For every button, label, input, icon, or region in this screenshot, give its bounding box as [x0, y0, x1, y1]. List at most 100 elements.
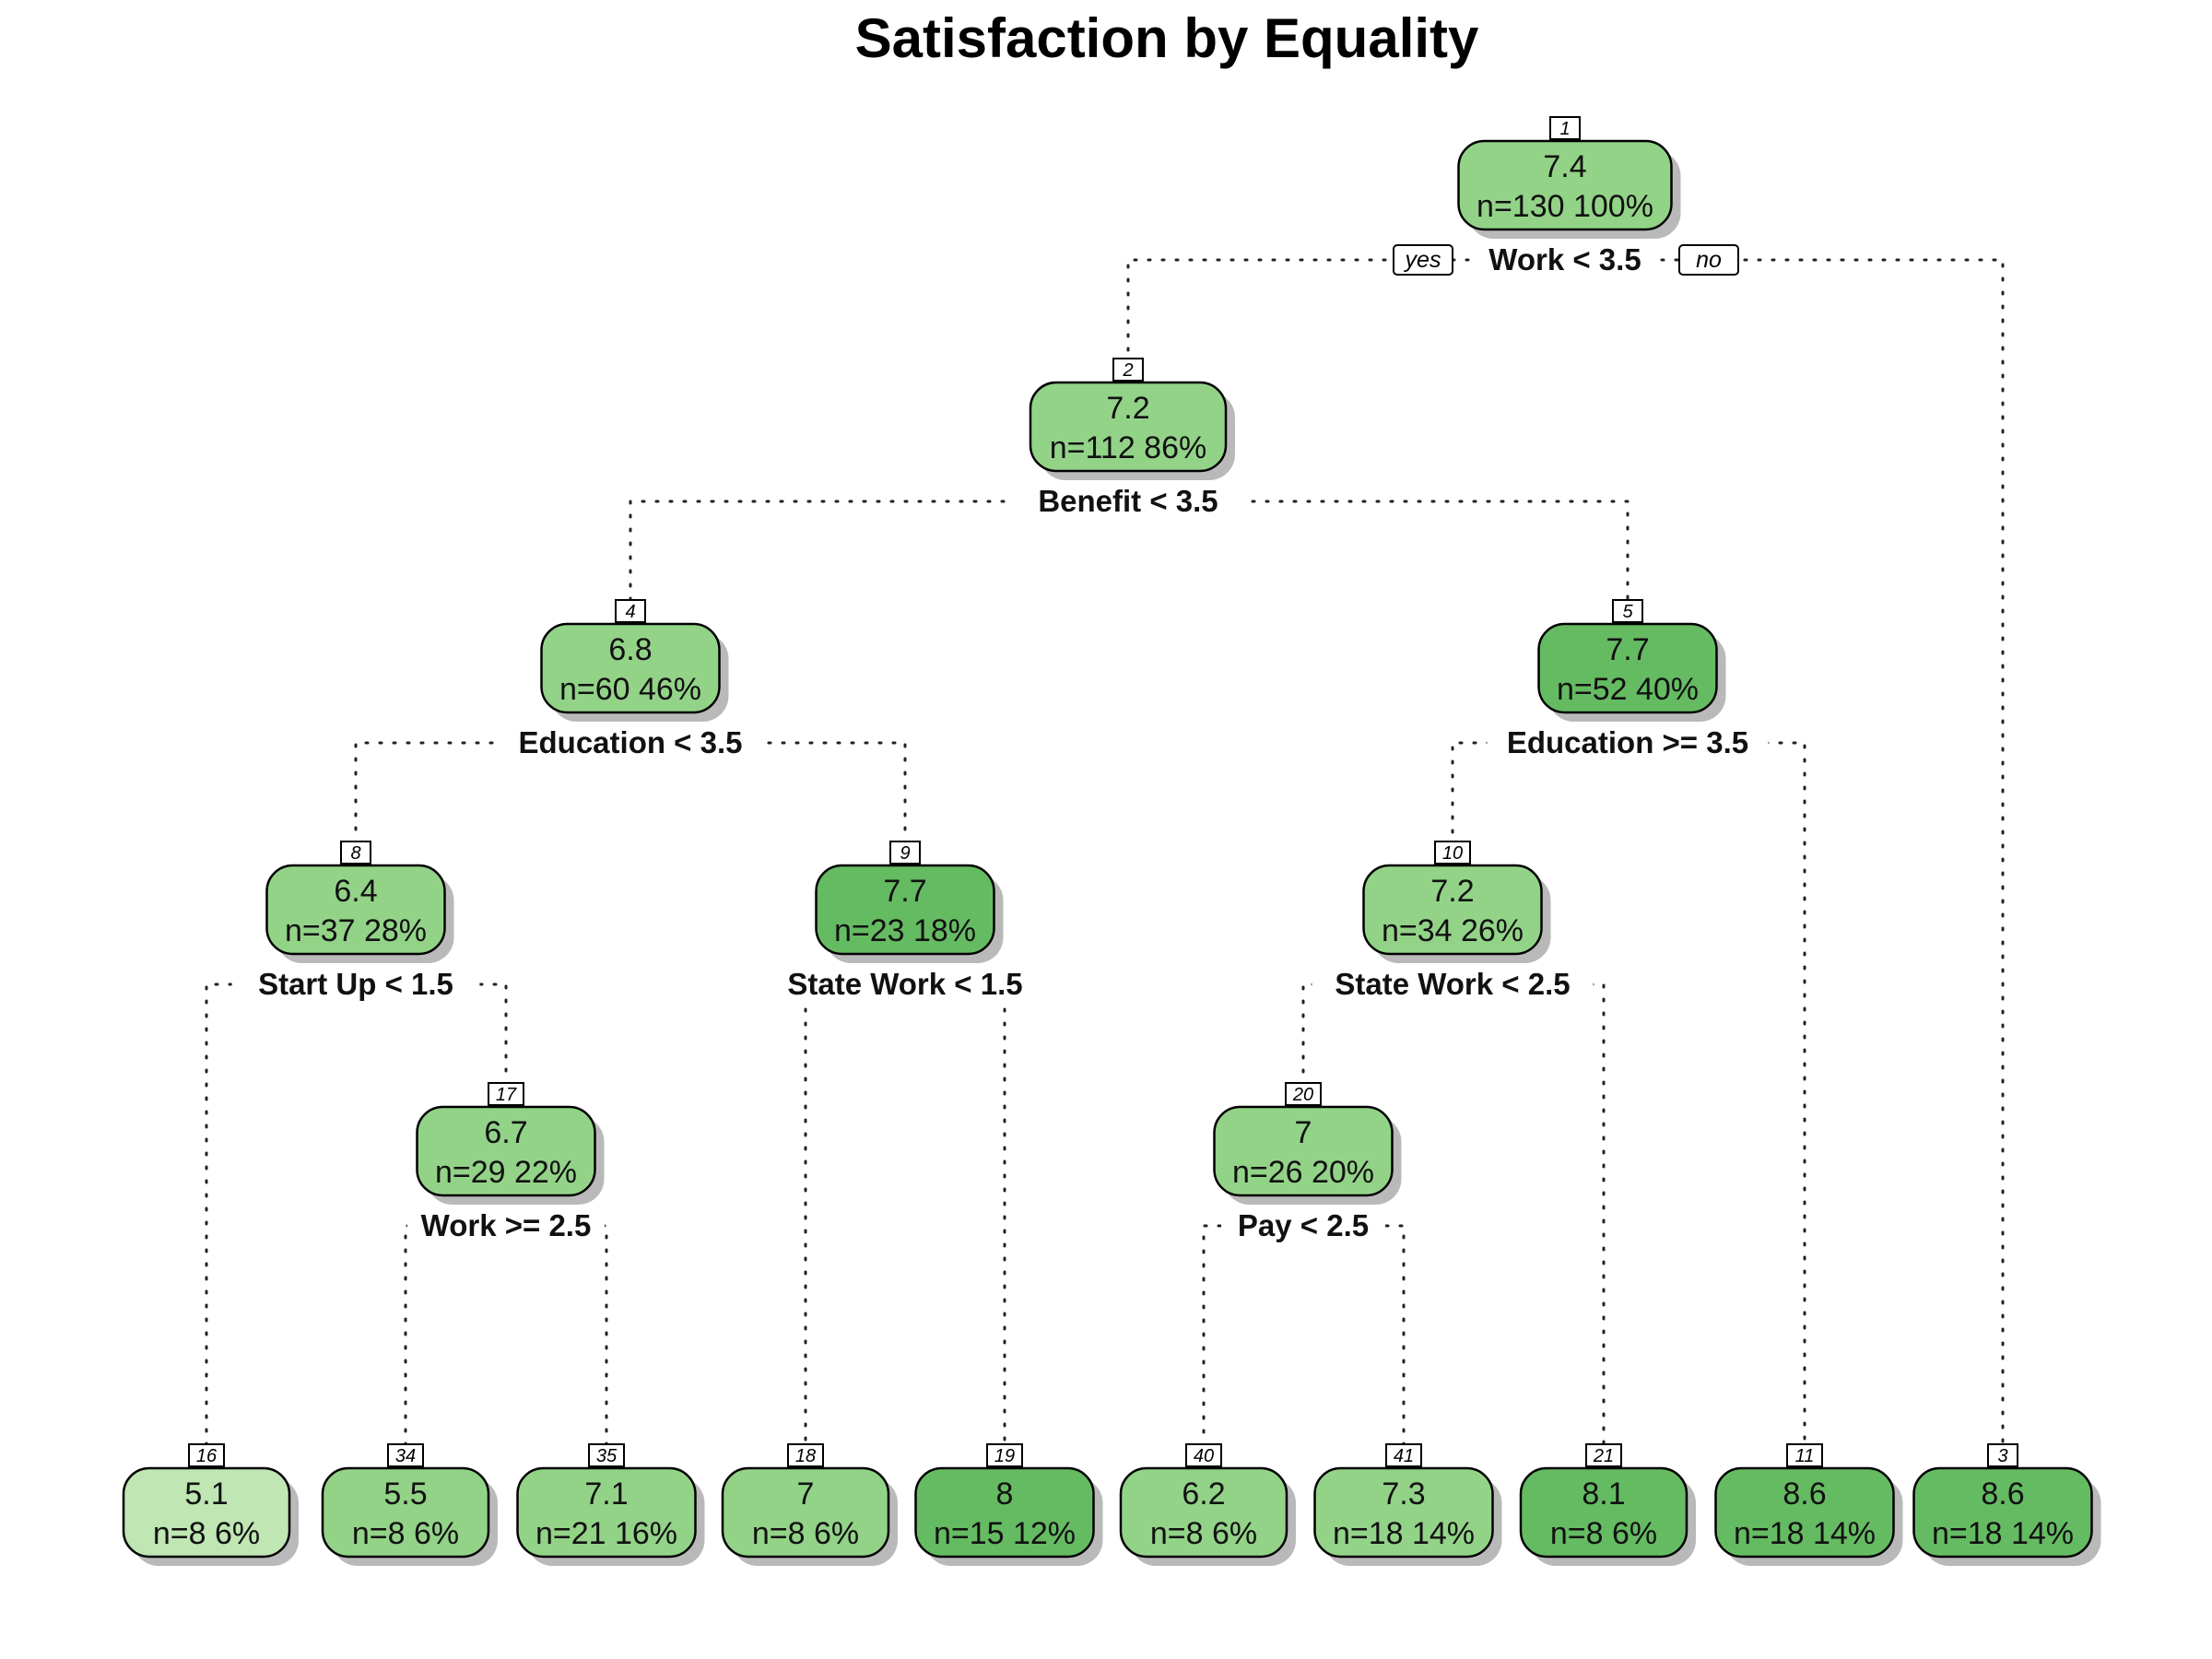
- node-value: 8.1: [1582, 1477, 1625, 1512]
- tree-node-2: 7.2 n=112 86% 2: [1029, 358, 1235, 480]
- node-stats: n=26 20%: [1232, 1155, 1374, 1190]
- node-stats: n=18 14%: [1333, 1516, 1475, 1551]
- edge-9-19: [903, 982, 1006, 1446]
- node-id: 4: [625, 602, 635, 622]
- node-id: 21: [1593, 1446, 1614, 1466]
- tree-node-3: 8.6 n=18 14% 3: [1912, 1443, 2101, 1566]
- tree-node-8: 6.4 n=37 28% 8: [265, 841, 454, 963]
- split-text: Pay < 2.5: [1238, 1208, 1369, 1242]
- node-stats: n=52 40%: [1557, 672, 1699, 707]
- node-stats: n=18 14%: [1734, 1516, 1876, 1551]
- split-label: Work >= 2.5: [406, 1206, 606, 1246]
- node-stats: n=8 6%: [1550, 1516, 1657, 1551]
- split-label: Work < 3.5: [1475, 240, 1655, 280]
- node-id: 34: [395, 1446, 416, 1466]
- tree-node-41: 7.3 n=18 14% 41: [1313, 1443, 1502, 1566]
- edge-17-35: [504, 1224, 608, 1446]
- edge-5-11: [1626, 741, 1806, 1446]
- split-label: Education < 3.5: [498, 723, 763, 763]
- branch-yes-label: yes: [1393, 244, 1453, 276]
- tree-node-21: 8.1 n=8 6% 21: [1519, 1443, 1696, 1566]
- edge-17-34: [404, 1224, 508, 1446]
- node-value: 7.1: [584, 1477, 628, 1512]
- split-label: State Work < 2.5: [1312, 964, 1594, 1005]
- node-id: 16: [196, 1446, 218, 1466]
- split-label: State Work < 1.5: [764, 964, 1046, 1005]
- node-id: 20: [1292, 1085, 1313, 1105]
- tree-node-34: 5.5 n=8 6% 34: [321, 1443, 498, 1566]
- split-text: Work >= 2.5: [421, 1208, 592, 1242]
- node-id: 5: [1622, 602, 1633, 622]
- node-id: 2: [1122, 360, 1133, 381]
- node-value: 7: [797, 1477, 815, 1512]
- node-id: 11: [1795, 1446, 1815, 1466]
- split-label: Benefit < 3.5: [1012, 481, 1244, 522]
- branch-no-label: no: [1678, 244, 1739, 276]
- tree-node-40: 6.2 n=8 6% 40: [1119, 1443, 1296, 1566]
- node-stats: n=60 46%: [559, 672, 701, 707]
- node-value: 8.6: [1981, 1477, 2024, 1512]
- tree-nodes: 7.4 n=130 100% 1 7.2 n=112 86% 2 6.8 n=60 46% 4 7…: [122, 116, 2101, 1566]
- node-stats: n=34 26%: [1382, 913, 1524, 948]
- node-id: 17: [496, 1085, 517, 1105]
- tree-node-9: 7.7 n=23 18% 9: [815, 841, 1004, 963]
- node-stats: n=21 16%: [535, 1516, 677, 1551]
- edge-8-16: [205, 982, 358, 1446]
- node-id: 1: [1559, 119, 1570, 139]
- svg-text:no: no: [1696, 247, 1722, 273]
- edge-9-18: [804, 982, 907, 1446]
- node-value: 8: [996, 1477, 1014, 1512]
- tree-node-18: 7 n=8 6% 18: [721, 1443, 898, 1566]
- node-stats: n=8 6%: [153, 1516, 260, 1551]
- split-text: Work < 3.5: [1488, 242, 1641, 276]
- edge-2-4: [629, 500, 1130, 602]
- split-text: Education < 3.5: [519, 725, 743, 759]
- split-text: State Work < 2.5: [1335, 967, 1570, 1001]
- node-value: 7.4: [1543, 149, 1586, 184]
- tree-node-10: 7.2 n=34 26% 10: [1362, 841, 1551, 963]
- node-id: 19: [994, 1446, 1015, 1466]
- chart-title: Satisfaction by Equality: [855, 7, 1479, 69]
- node-stats: n=29 22%: [435, 1155, 577, 1190]
- tree-node-16: 5.1 n=8 6% 16: [122, 1443, 299, 1566]
- node-value: 7: [1295, 1115, 1312, 1150]
- node-stats: n=8 6%: [352, 1516, 459, 1551]
- node-stats: n=18 14%: [1932, 1516, 2074, 1551]
- edge-20-40: [1202, 1224, 1305, 1446]
- split-label: Pay < 2.5: [1221, 1206, 1385, 1246]
- edge-20-41: [1301, 1224, 1406, 1446]
- node-id: 40: [1194, 1446, 1214, 1466]
- node-value: 6.8: [608, 632, 652, 667]
- split-text: Benefit < 3.5: [1038, 484, 1218, 518]
- node-value: 7.7: [1606, 632, 1649, 667]
- edge-2-5: [1126, 500, 1630, 602]
- tree-node-4: 6.8 n=60 46% 4: [540, 599, 729, 722]
- split-text: Education >= 3.5: [1507, 725, 1748, 759]
- tree-node-5: 7.7 n=52 40% 5: [1537, 599, 1726, 722]
- node-value: 6.7: [484, 1115, 527, 1150]
- edge-10-21: [1451, 982, 1606, 1446]
- node-value: 7.3: [1382, 1477, 1425, 1512]
- node-value: 7.2: [1430, 874, 1474, 909]
- node-id: 35: [596, 1446, 618, 1466]
- node-id: 8: [350, 843, 360, 864]
- split-label: Start Up < 1.5: [231, 964, 480, 1005]
- node-value: 5.1: [184, 1477, 228, 1512]
- tree-node-19: 8 n=15 12% 19: [914, 1443, 1103, 1566]
- tree-node-11: 8.6 n=18 14% 11: [1714, 1443, 1903, 1566]
- split-text: State Work < 1.5: [787, 967, 1022, 1001]
- tree-node-1: 7.4 n=130 100% 1: [1457, 116, 1681, 239]
- node-id: 9: [900, 843, 910, 864]
- node-value: 8.6: [1783, 1477, 1826, 1512]
- svg-text:yes: yes: [1404, 247, 1441, 273]
- tree-node-20: 7 n=26 20% 20: [1213, 1082, 1402, 1205]
- node-id: 3: [1997, 1446, 2007, 1466]
- split-label: Education >= 3.5: [1487, 723, 1769, 763]
- node-value: 7.2: [1106, 391, 1149, 426]
- node-stats: n=37 28%: [285, 913, 427, 948]
- node-stats: n=130 100%: [1477, 189, 1653, 224]
- tree-node-17: 6.7 n=29 22% 17: [416, 1082, 605, 1205]
- node-stats: n=8 6%: [1150, 1516, 1257, 1551]
- node-stats: n=15 12%: [934, 1516, 1076, 1551]
